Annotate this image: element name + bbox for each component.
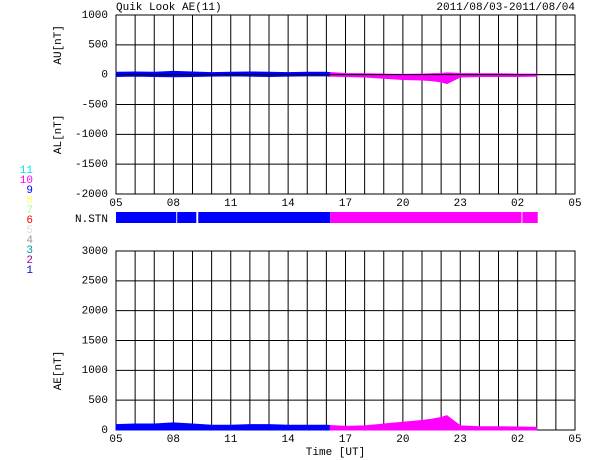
station-bar [177,212,197,223]
y-tick-label: -1000 [75,129,108,141]
legend-label: 11 [20,165,34,177]
y-tick-label: 2500 [82,276,108,288]
y-tick-label: 2000 [82,306,108,318]
x-tick-label: 05 [568,434,581,446]
chart-title: Quik Look AE(11) [116,2,222,14]
y-tick-label: 0 [101,425,108,437]
x-tick-label: 02 [511,434,524,446]
y-tick-label: 0 [101,70,108,82]
y-tick-label: 3000 [82,246,108,258]
legend-label: 5 [26,225,33,237]
legend-label: 4 [26,235,33,247]
date-range: 2011/08/03-2011/08/04 [436,2,575,14]
data-area [329,74,538,85]
data-area [115,74,331,78]
legend-label: 1 [26,265,33,277]
y-axis-label: N.STN [75,214,108,226]
x-tick-label: 05 [109,434,122,446]
x-tick-label: 05 [568,198,581,210]
y-axis-label: AL[nT] [53,115,65,155]
station-bar [330,212,522,223]
legend-label: 2 [26,255,33,267]
station-bar [198,212,331,223]
x-tick-label: 17 [339,434,352,446]
x-tick-label: 14 [282,434,296,446]
data-area [329,415,538,431]
x-tick-label: 08 [167,198,180,210]
data-area [329,72,538,76]
x-tick-label: 20 [396,434,409,446]
x-tick-label: 11 [224,434,238,446]
y-axis-label: AU[nT] [53,25,65,65]
legend-label: 8 [26,195,33,207]
x-tick-label: 23 [454,434,467,446]
data-area [115,422,331,431]
y-axis-label: AE[nT] [53,351,65,391]
x-axis-label: Time [UT] [306,447,365,459]
y-tick-label: -500 [82,99,108,111]
x-tick-label: 02 [511,198,524,210]
y-tick-label: 1500 [82,335,108,347]
y-tick-label: 1000 [82,10,108,22]
plot-frame [115,14,576,195]
x-tick-label: 11 [224,198,238,210]
y-tick-label: -1500 [75,159,108,171]
station-bar [522,212,538,223]
x-tick-label: 17 [339,198,352,210]
x-tick-label: 20 [396,198,409,210]
station-bar [116,212,177,223]
y-tick-label: -2000 [75,189,108,201]
data-area [115,70,331,76]
y-tick-label: 500 [88,40,108,52]
x-tick-label: 05 [109,198,122,210]
legend-label: 3 [26,245,33,257]
x-tick-label: 14 [282,198,296,210]
legend-label: 6 [26,215,33,227]
legend-label: 10 [20,175,33,187]
y-tick-label: 1000 [82,365,108,377]
x-tick-label: 08 [167,434,180,446]
x-tick-label: 23 [454,198,467,210]
legend-label: 7 [26,205,33,217]
y-tick-label: 500 [88,395,108,407]
legend-label: 9 [26,185,33,197]
